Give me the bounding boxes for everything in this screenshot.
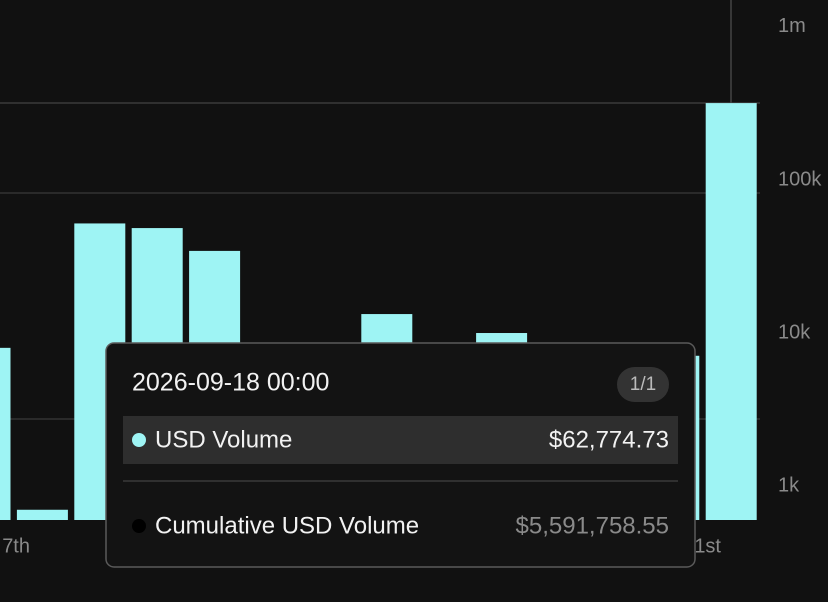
- y-tick-label: 10k: [778, 321, 811, 343]
- tooltip-badge: [617, 367, 669, 402]
- bar: [705, 103, 757, 520]
- y-tick-label: 1m: [778, 15, 806, 37]
- y-axis: 1k 10k 100k 1m: [778, 15, 822, 496]
- tooltip-title: 2026-09-18 00:00: [132, 369, 329, 397]
- tooltip-dot: [132, 433, 146, 447]
- tooltip-value: $5,591,758.55: [516, 512, 669, 539]
- tooltip-highlight: [123, 416, 678, 464]
- tooltip-label: USD Volume: [155, 426, 292, 453]
- bar: [16, 509, 68, 520]
- y-tick-label: 100k: [778, 168, 822, 190]
- bar: [0, 347, 11, 520]
- x-axis: 7th 1st: [2, 535, 721, 557]
- x-tick-label: 1st: [694, 535, 721, 557]
- tooltip: 2026-09-18 00:00 1/1 USD Volume $62,774.…: [105, 342, 696, 568]
- tooltip-value: $62,774.73: [549, 426, 669, 453]
- tooltip-label: Cumulative USD Volume: [155, 512, 419, 539]
- tooltip-badge-text: 1/1: [630, 374, 656, 395]
- tooltip-dot: [132, 519, 146, 533]
- x-tick-label: 7th: [2, 535, 30, 557]
- y-tick-label: 1k: [778, 474, 800, 496]
